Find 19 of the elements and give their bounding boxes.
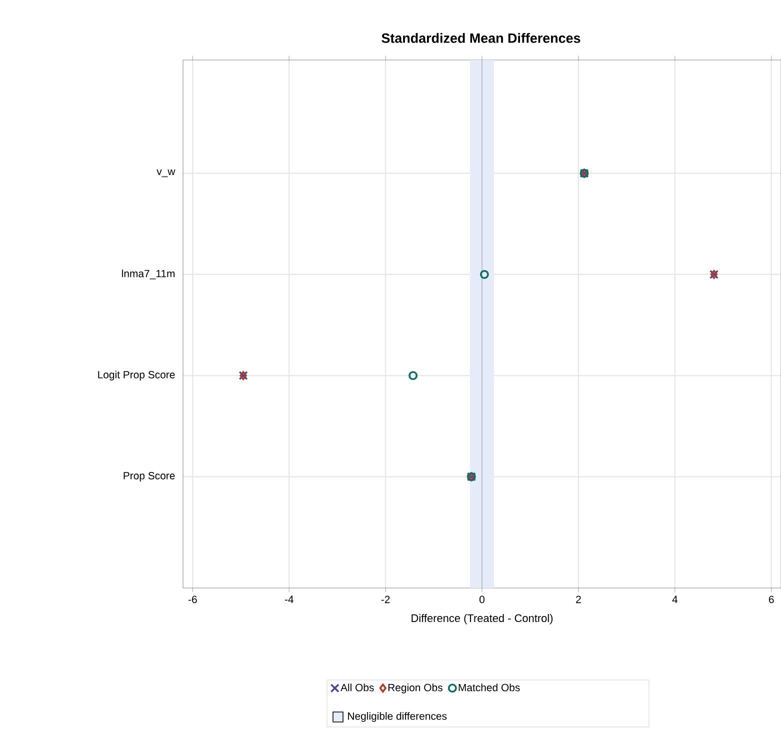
- x-tick-label: -6: [188, 596, 197, 604]
- x-tick-label: 2: [576, 596, 581, 604]
- x-tick-label: 6: [768, 596, 774, 604]
- y-tick-label: v_w: [156, 169, 176, 178]
- x-tick-label: -4: [284, 596, 294, 603]
- y-tick-label: lnma7_11m: [122, 270, 175, 280]
- x-tick-label: 0: [480, 596, 485, 604]
- y-tick-label: Logit Prop Score: [98, 370, 175, 380]
- x-tick-label: -2: [381, 596, 390, 604]
- x-tick-label: 4: [672, 596, 678, 603]
- point: [408, 371, 418, 380]
- chart-title: Standardized Mean Differences: [382, 33, 580, 43]
- legend-label: Region Obs: [388, 684, 442, 694]
- legend-label: All Obs: [340, 684, 374, 692]
- point: [480, 270, 489, 279]
- legend-label: Negligible differences: [348, 712, 447, 722]
- legend-label: Matched Obs: [458, 684, 520, 692]
- x-axis-title: Difference (Treated - Control): [412, 614, 553, 624]
- y-tick-label: Prop Score: [124, 472, 175, 482]
